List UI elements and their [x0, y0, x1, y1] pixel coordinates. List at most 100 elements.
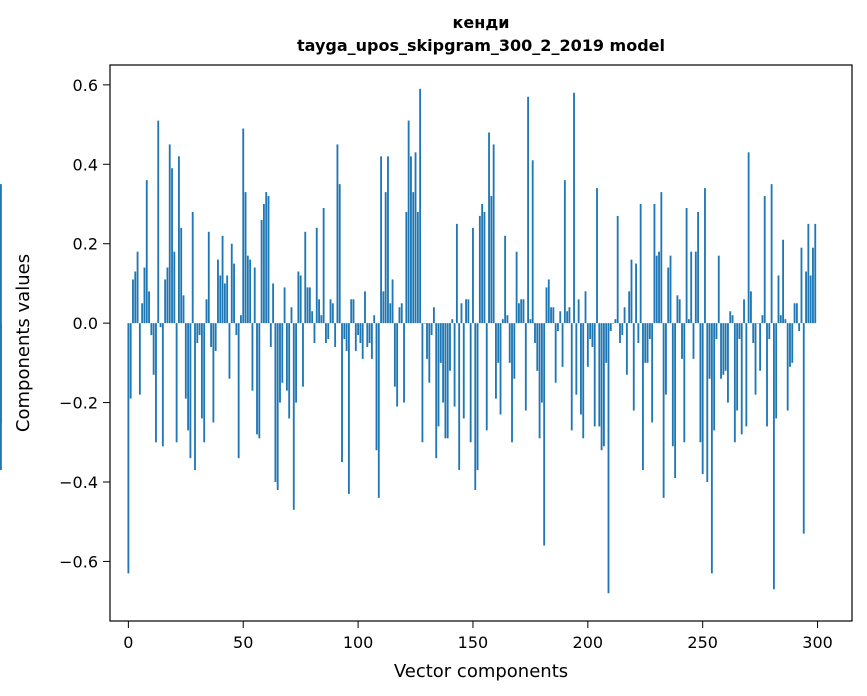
bar: [460, 303, 463, 324]
bar: [178, 156, 180, 324]
bar: [210, 323, 212, 347]
bar: [616, 215, 619, 324]
bar: [561, 323, 564, 367]
bar: [194, 323, 196, 471]
bar: [138, 323, 141, 395]
bar: [403, 323, 405, 403]
y-tick-label: 0.0: [73, 314, 98, 333]
bar: [786, 323, 789, 411]
bar: [219, 275, 222, 324]
bar: [766, 323, 768, 427]
bar: [373, 315, 376, 324]
y-tick-label: 0.4: [73, 155, 98, 174]
bar: [713, 323, 716, 431]
bar: [789, 323, 791, 367]
bar: [747, 152, 750, 324]
bar: [593, 323, 596, 427]
bar: [435, 323, 438, 459]
bar: [740, 323, 743, 435]
bar: [667, 267, 670, 324]
bar: [527, 96, 530, 324]
bar: [308, 287, 311, 324]
x-tick-label: 100: [343, 633, 374, 652]
bar: [485, 323, 488, 431]
bar: [449, 323, 451, 371]
bar: [623, 307, 626, 324]
bar: [246, 255, 249, 324]
bar: [357, 323, 360, 336]
bar: [350, 299, 353, 324]
bar: [423, 323, 426, 324]
bar: [635, 263, 637, 324]
bar: [132, 279, 134, 324]
bar: [244, 192, 247, 324]
bar: [230, 243, 233, 324]
plot-frame: [109, 64, 853, 622]
bar: [343, 323, 346, 340]
bar: [400, 303, 403, 324]
bar: [453, 323, 456, 407]
bar: [531, 160, 534, 324]
bar: [164, 279, 167, 324]
bar: [0, 323, 2, 471]
bar: [285, 323, 288, 391]
bar: [570, 323, 573, 431]
bar: [520, 299, 523, 324]
bar: [662, 323, 665, 498]
bar: [738, 323, 741, 340]
bar: [382, 291, 385, 324]
bar: [759, 323, 762, 371]
bar: [313, 323, 316, 343]
bar: [497, 323, 500, 363]
bar: [359, 323, 362, 343]
bar: [361, 323, 364, 359]
bar: [644, 323, 647, 363]
bar: [180, 227, 183, 324]
bar: [182, 295, 185, 324]
bar: [779, 315, 782, 324]
bar: [320, 315, 323, 324]
bar: [568, 307, 571, 324]
bar: [393, 323, 396, 387]
bar: [589, 323, 592, 340]
y-axis-label: Components values: [13, 254, 34, 432]
bar: [338, 184, 341, 324]
bar: [370, 323, 373, 359]
bar: [325, 323, 327, 343]
bar: [681, 323, 683, 359]
bar: [428, 323, 431, 383]
x-tick-label: 300: [802, 633, 833, 652]
bar: [288, 323, 291, 419]
bar: [251, 323, 254, 391]
bar: [141, 303, 144, 324]
bar: [221, 235, 224, 324]
bar: [731, 315, 734, 324]
bar: [375, 323, 378, 451]
x-tick-label: 150: [458, 633, 489, 652]
bar: [173, 251, 176, 324]
bar: [265, 192, 268, 324]
bar: [655, 255, 658, 324]
bar: [129, 323, 132, 399]
bar: [687, 319, 690, 324]
bar: [550, 307, 552, 324]
bar: [563, 180, 566, 324]
bar: [515, 251, 518, 324]
x-tick-label: 50: [233, 633, 253, 652]
bar: [302, 323, 304, 387]
bar: [472, 227, 474, 324]
bar: [198, 323, 201, 336]
bar: [237, 323, 240, 459]
bar: [800, 247, 803, 324]
bar: [249, 259, 252, 324]
bar: [396, 323, 399, 407]
bar: [524, 323, 527, 411]
bar: [214, 323, 217, 351]
bar: [175, 323, 178, 443]
bar: [483, 211, 486, 324]
bar: [481, 204, 484, 324]
bar: [295, 323, 297, 403]
bar: [233, 263, 235, 324]
bar: [407, 120, 410, 324]
